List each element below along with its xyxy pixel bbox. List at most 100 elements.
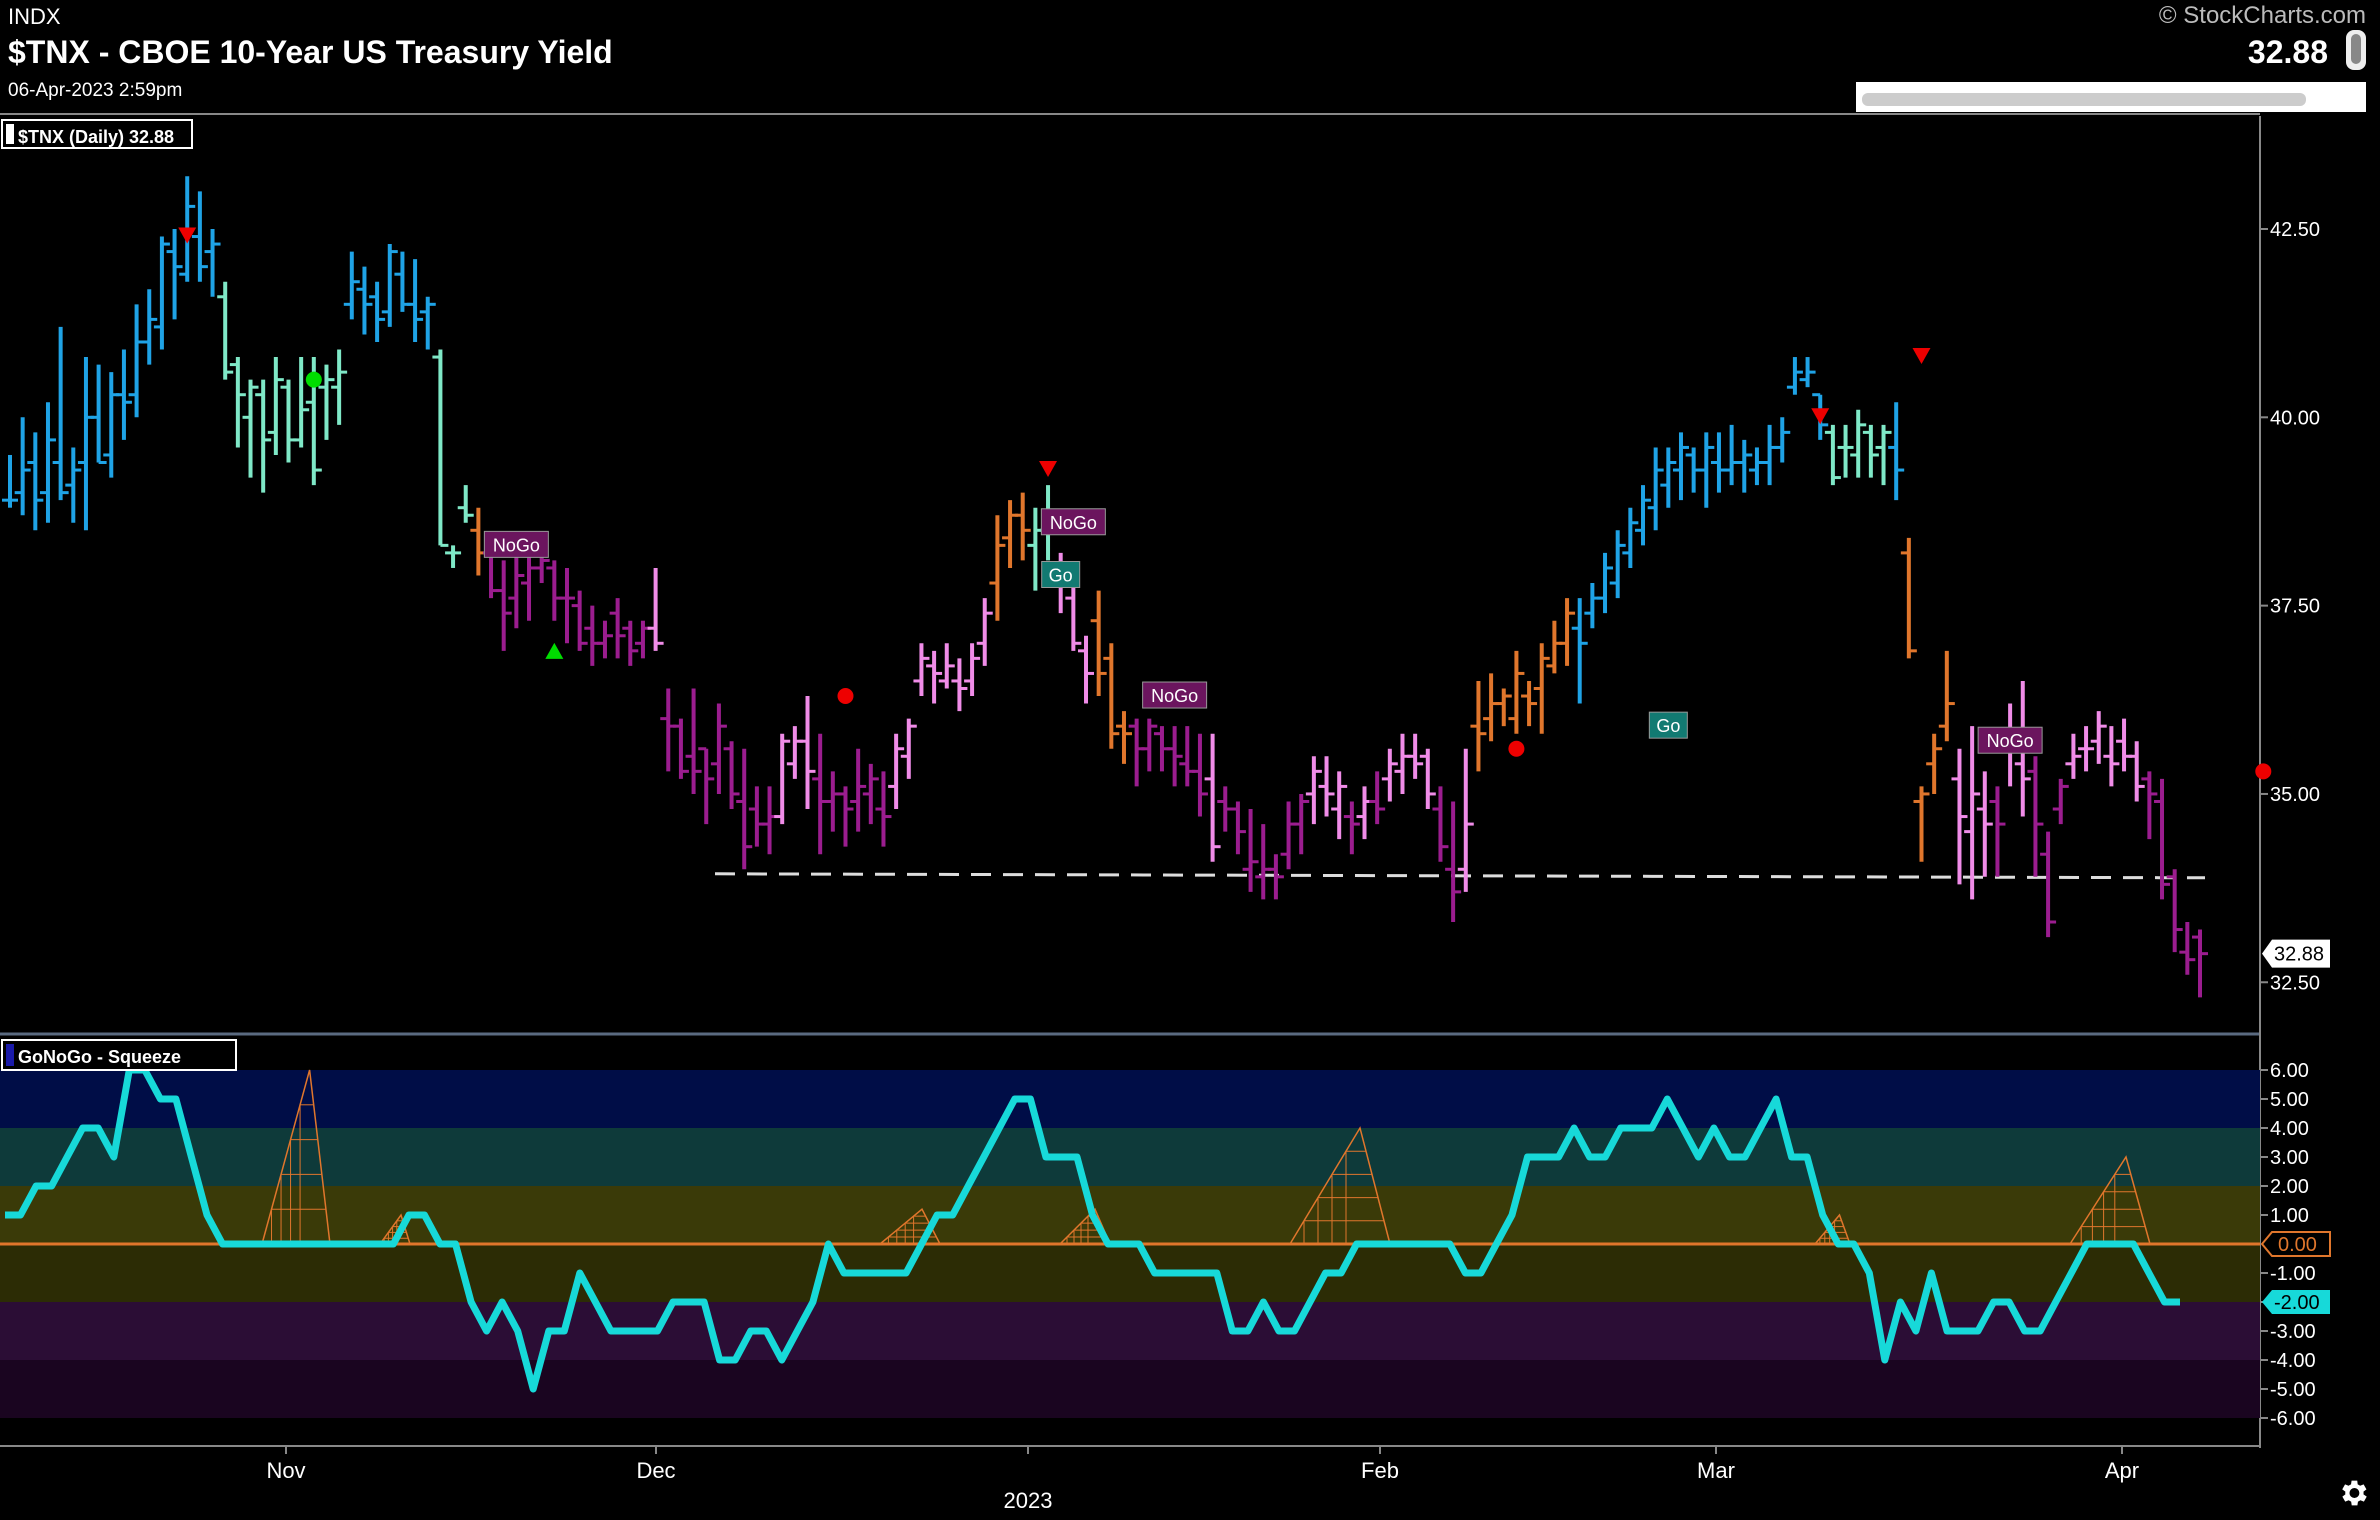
price-bar bbox=[1559, 598, 1576, 666]
x-tick-label: Nov bbox=[266, 1458, 305, 1483]
price-bar bbox=[1141, 718, 1158, 772]
price-bar bbox=[698, 747, 715, 825]
last-value: 32.88 bbox=[2247, 34, 2328, 70]
price-bar bbox=[736, 748, 753, 870]
price-bar bbox=[1622, 507, 1639, 568]
price-bar bbox=[1407, 733, 1424, 779]
osc-band bbox=[0, 1128, 2260, 1186]
signal-label-text: Go bbox=[1656, 716, 1680, 736]
price-bar bbox=[951, 658, 968, 712]
price-legend-box bbox=[1, 119, 193, 149]
price-bar bbox=[1115, 711, 1132, 764]
price-bar bbox=[774, 733, 791, 825]
price-bar bbox=[267, 357, 284, 455]
y-tick-label: 32.50 bbox=[2270, 972, 2320, 994]
price-bar bbox=[1305, 756, 1322, 825]
price-bar bbox=[242, 379, 259, 478]
price-bar bbox=[2040, 831, 2057, 938]
price-bar bbox=[938, 643, 955, 689]
price-bar bbox=[1533, 643, 1550, 734]
price-bar bbox=[356, 266, 373, 335]
price-bar bbox=[1964, 726, 1981, 900]
osc-legend-swatch bbox=[6, 1044, 14, 1066]
down-dot bbox=[1508, 740, 1525, 757]
price-bar bbox=[1850, 409, 1867, 478]
price-bar bbox=[913, 643, 930, 697]
price-bar bbox=[343, 251, 360, 320]
osc-y-tick-label: 4.00 bbox=[2270, 1118, 2309, 1140]
price-bar bbox=[1078, 635, 1095, 704]
price-bar bbox=[457, 485, 474, 523]
price-bar bbox=[2, 454, 18, 508]
copyright: © StockCharts.com bbox=[2158, 2, 2366, 29]
price-bar bbox=[1369, 771, 1386, 825]
price-bar bbox=[888, 733, 905, 810]
price-bar bbox=[558, 567, 575, 644]
price-bar bbox=[685, 688, 702, 794]
price-bar bbox=[115, 349, 132, 440]
gear-icon[interactable] bbox=[2336, 1476, 2370, 1510]
price-bar bbox=[900, 718, 917, 779]
price-bar bbox=[369, 281, 386, 342]
osc-y-tick-label: -1.00 bbox=[2270, 1263, 2316, 1285]
price-bar bbox=[837, 786, 854, 847]
zero-tag bbox=[2260, 1231, 2331, 1257]
price-bar bbox=[1204, 733, 1221, 862]
signal-label bbox=[483, 530, 549, 558]
price-bar bbox=[1419, 748, 1436, 810]
price-bar bbox=[1432, 786, 1449, 862]
chart-title: $TNX - CBOE 10-Year US Treasury Yield bbox=[8, 34, 613, 70]
price-bar bbox=[153, 236, 170, 350]
price-bar bbox=[1736, 439, 1753, 493]
price-bar bbox=[622, 620, 639, 666]
price-bar bbox=[432, 349, 449, 547]
price-bar bbox=[850, 748, 867, 832]
price-bar bbox=[1862, 424, 1879, 478]
last-price-label: 32.88 bbox=[2274, 944, 2324, 966]
squeeze-mesh bbox=[2069, 1155, 2151, 1245]
osc-band bbox=[0, 1186, 2260, 1244]
price-bar bbox=[1660, 447, 1677, 508]
up-triangle bbox=[545, 642, 564, 659]
signal-label bbox=[1977, 726, 2043, 754]
price-bar bbox=[1381, 748, 1398, 802]
price-bar bbox=[1014, 492, 1031, 561]
signal-label-text: NoGo bbox=[1987, 731, 2034, 751]
price-bar bbox=[1229, 801, 1246, 855]
osc-y-tick-label: 5.00 bbox=[2270, 1089, 2309, 1111]
osc-band bbox=[0, 1070, 2260, 1128]
osc-value-label: -2.00 bbox=[2274, 1292, 2320, 1314]
price-bar bbox=[1989, 786, 2006, 877]
signal-label bbox=[1648, 711, 1688, 739]
price-bar bbox=[1293, 793, 1310, 855]
price-bar bbox=[1571, 598, 1588, 704]
price-bar bbox=[1318, 756, 1335, 817]
osc-band bbox=[0, 1244, 2260, 1302]
osc-y-tick-label: -4.00 bbox=[2270, 1350, 2316, 1372]
signal-label bbox=[1041, 561, 1081, 588]
price-bar bbox=[407, 259, 424, 342]
price-bar bbox=[1647, 447, 1664, 531]
osc-y-tick-label: 3.00 bbox=[2270, 1147, 2309, 1169]
price-bar bbox=[1774, 417, 1791, 463]
price-bar bbox=[1103, 643, 1120, 749]
osc-y-tick-label: -5.00 bbox=[2270, 1379, 2316, 1401]
osc-y-tick-label: -3.00 bbox=[2270, 1321, 2316, 1343]
price-bar bbox=[293, 357, 310, 448]
range-scroller-thumb[interactable] bbox=[1862, 93, 2306, 106]
y-tick-label: 42.50 bbox=[2270, 219, 2320, 241]
price-bar bbox=[1951, 748, 1968, 885]
price-bar bbox=[2078, 726, 2095, 772]
price-bar bbox=[723, 741, 740, 810]
ticker-label: INDX bbox=[8, 4, 61, 29]
price-bar bbox=[1786, 357, 1803, 395]
price-bar bbox=[381, 244, 398, 327]
signal-label-text: Go bbox=[1049, 566, 1073, 586]
price-bar bbox=[1698, 432, 1715, 508]
up-dot bbox=[305, 371, 322, 388]
osc-y-tick-label: 1.00 bbox=[2270, 1205, 2309, 1227]
vertical-scrollbar-thumb[interactable] bbox=[2351, 34, 2361, 64]
price-bar bbox=[2027, 756, 2044, 877]
oscillator-line bbox=[5, 1066, 2180, 1393]
